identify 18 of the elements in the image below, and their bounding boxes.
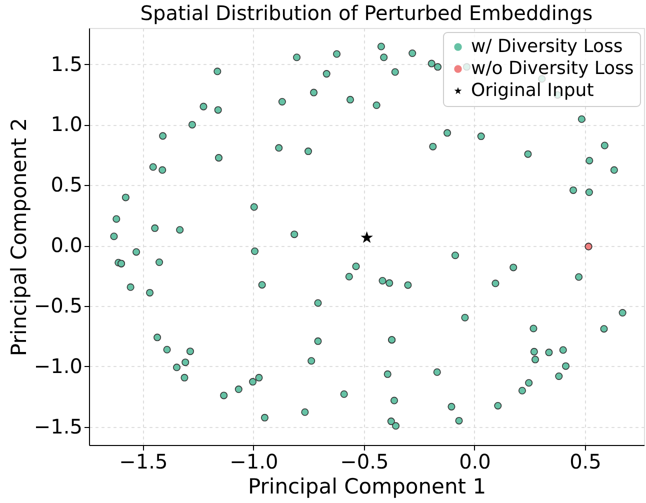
- y-tick-label: −1.5: [34, 414, 82, 438]
- y-tick-label: 1.5: [50, 52, 82, 76]
- y-tick-label: 0.5: [50, 172, 82, 197]
- y-tick-label: 0.0: [50, 233, 82, 258]
- y-tick-label: −1.0: [34, 354, 82, 378]
- y-tick-label: −0.5: [34, 294, 82, 318]
- x-tick-label: −1.5: [119, 450, 168, 474]
- y-tick-label: 1.0: [50, 112, 82, 136]
- legend-label: w/ Diversity Loss: [471, 36, 623, 57]
- legend-label: w/o Diversity Loss: [471, 58, 634, 79]
- x-tick-label: 0.0: [459, 450, 491, 474]
- x-tick-label: −1.0: [230, 450, 278, 474]
- y-axis-title: Principal Component 2: [6, 118, 31, 356]
- x-tick-label: −0.5: [340, 450, 389, 474]
- legend-label: Original Input: [471, 80, 594, 101]
- x-tick-label: 0.5: [570, 450, 602, 474]
- x-axis-title: Principal Component 1: [248, 474, 486, 498]
- chart-title: Spatial Distribution of Perturbed Embeddings: [140, 1, 593, 25]
